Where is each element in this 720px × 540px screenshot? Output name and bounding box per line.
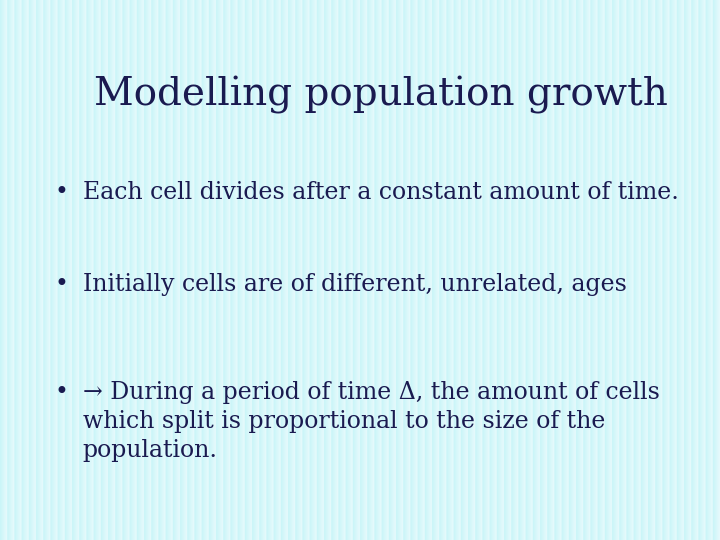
Text: Each cell divides after a constant amount of time.: Each cell divides after a constant amoun… xyxy=(83,181,679,204)
Text: •: • xyxy=(54,181,68,204)
Text: → During a period of time Δ, the amount of cells
which split is proportional to : → During a period of time Δ, the amount … xyxy=(83,381,660,462)
Text: •: • xyxy=(54,381,68,404)
Text: Modelling population growth: Modelling population growth xyxy=(94,76,667,113)
Text: Initially cells are of different, unrelated, ages: Initially cells are of different, unrela… xyxy=(83,273,626,296)
Text: •: • xyxy=(54,273,68,296)
